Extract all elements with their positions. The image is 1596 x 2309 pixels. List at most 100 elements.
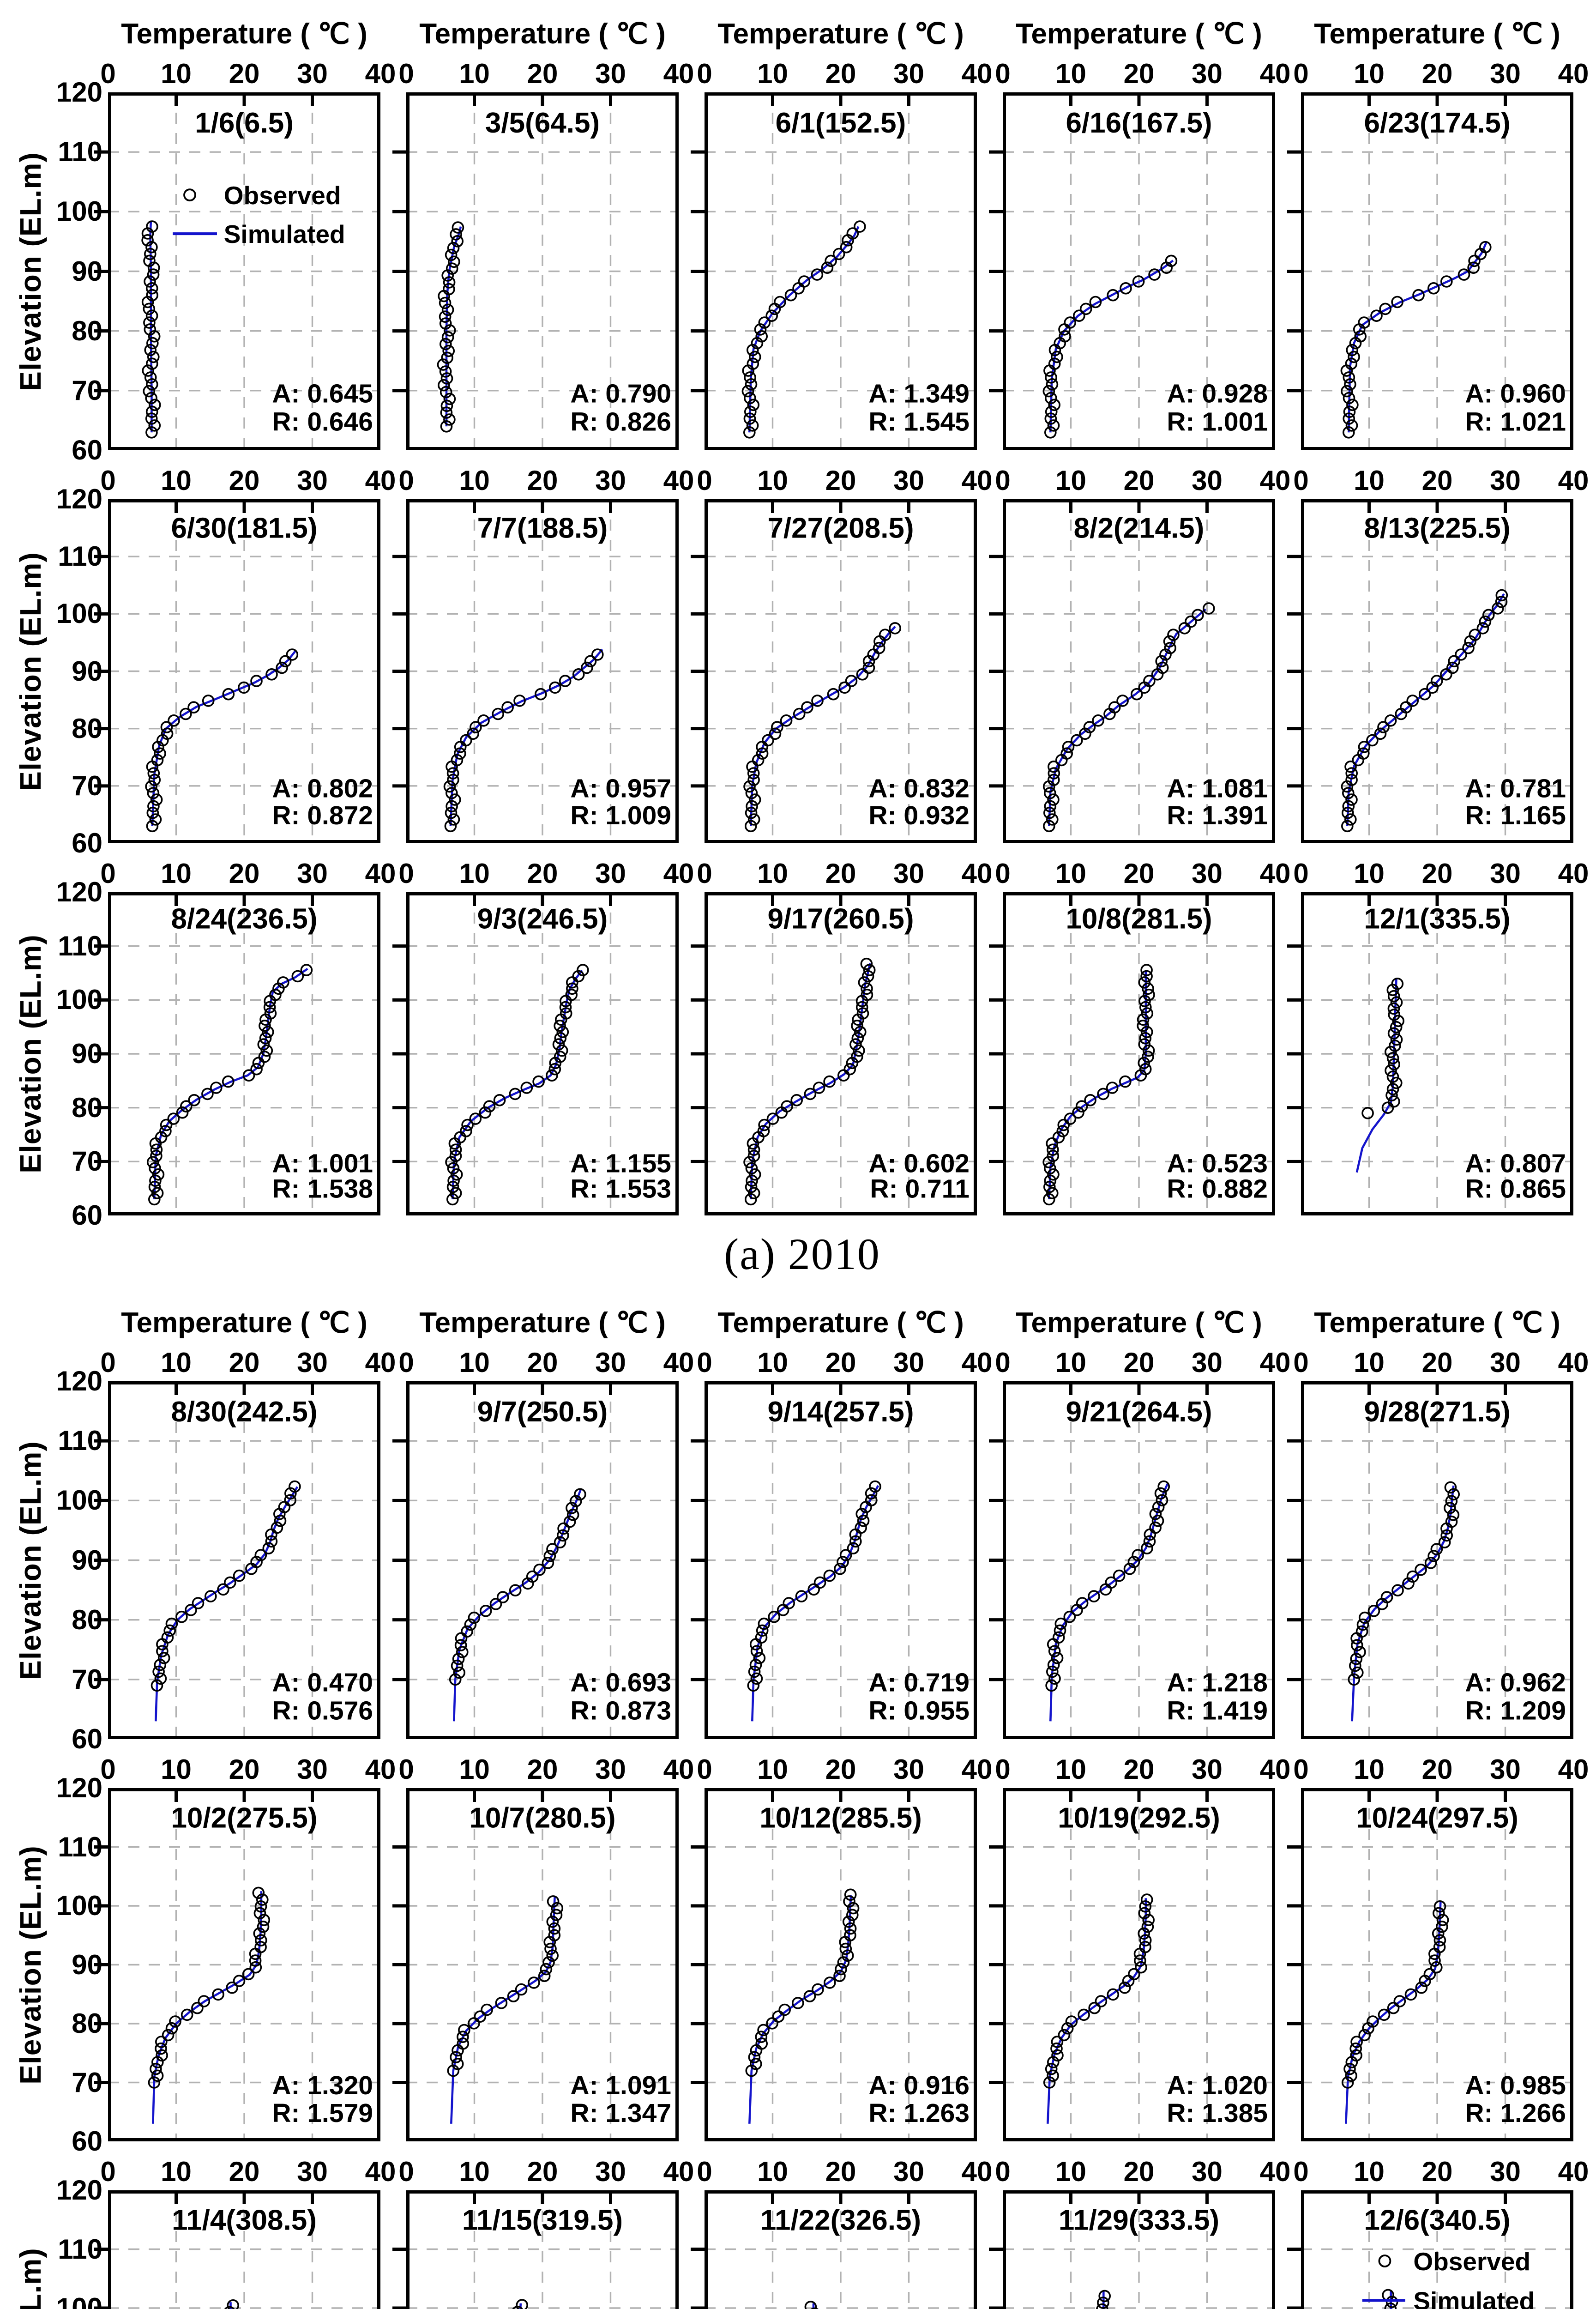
panel-title: 10/8(281.5) — [1066, 903, 1212, 935]
observed-point — [566, 1502, 578, 1514]
observed-point — [783, 1597, 795, 1609]
observed-point — [843, 1895, 855, 1908]
observed-point — [145, 405, 158, 418]
x-axis-ticks: 0 10 20 30 40 — [100, 2153, 396, 2190]
simulated-line — [453, 1489, 582, 1722]
observed-point — [865, 1487, 878, 1500]
observed-point — [1412, 289, 1425, 302]
x-tick-label: 20 — [825, 465, 856, 496]
observed-point — [447, 774, 459, 786]
observed-point — [289, 1480, 301, 1493]
stat-r: R: 1.347 — [570, 2098, 671, 2128]
stat-r: R: 1.165 — [1465, 801, 1566, 830]
observed-point — [1142, 1914, 1155, 1926]
observed-point — [755, 1631, 768, 1644]
stat-a: A: 0.807 — [1465, 1149, 1566, 1179]
x-axis-ticks: 0 10 20 30 40 — [398, 855, 694, 892]
observed-point — [854, 220, 866, 233]
observed-point — [1430, 1543, 1443, 1555]
observed-point — [849, 1038, 862, 1051]
y-tick-label: 120 — [56, 1772, 102, 1803]
observed-point — [1046, 1665, 1059, 1678]
observed-point — [546, 1916, 559, 1928]
observed-point — [862, 661, 875, 674]
x-tick-label: 0 — [100, 1754, 116, 1785]
observed-point — [804, 1088, 817, 1100]
observed-point — [533, 1563, 546, 1576]
observed-point — [851, 1032, 864, 1045]
temperature-profile-panel: 0 10 20 30 40 10/19(292.5) A: 1.020 R: 1.385 — [989, 1751, 1290, 2141]
observed-point — [452, 221, 464, 234]
observed-point — [1156, 1494, 1168, 1507]
observed-point — [839, 1942, 852, 1955]
panel-title: 7/7(188.5) — [477, 512, 608, 544]
observed-point — [1448, 655, 1461, 668]
observed-point — [450, 2051, 462, 2064]
x-tick-label: 20 — [527, 2156, 558, 2187]
observed-point — [254, 1934, 267, 1946]
temperature-profile-panel: 0 10 20 30 40 10/12(285.5) A: 0.916 R: 1.263 — [691, 1751, 992, 2141]
observed-point — [744, 371, 756, 384]
observed-point — [1351, 1639, 1363, 1651]
observed-point — [745, 378, 758, 391]
x-axis-ticks: 0 10 20 30 40 — [100, 1344, 396, 1381]
x-tick-label: 0 — [398, 858, 414, 889]
observed-point — [792, 1997, 804, 2009]
observed-point — [861, 982, 873, 995]
observed-point — [1062, 741, 1075, 753]
observed-point — [1393, 1995, 1406, 2007]
x-axis-ticks: 0 10 20 30 40 — [995, 55, 1290, 92]
observed-point — [237, 681, 250, 694]
observed-point — [1043, 2076, 1056, 2089]
observed-point — [566, 976, 578, 989]
observed-point — [1083, 721, 1096, 733]
observed-point — [155, 2036, 168, 2048]
observed-point — [1390, 996, 1403, 1009]
observed-point — [755, 2037, 768, 2050]
observed-point — [180, 707, 192, 720]
observed-point — [185, 1604, 197, 1616]
observed-point — [748, 1665, 761, 1678]
x-tick-label: 0 — [100, 858, 116, 889]
x-tick-label: 20 — [825, 58, 856, 89]
observed-point — [1048, 774, 1060, 786]
observed-point — [745, 1193, 757, 1206]
simulated-line — [751, 1485, 879, 1722]
observed-point — [1385, 1046, 1397, 1058]
panel-title: 8/24(236.5) — [171, 903, 317, 935]
x-tick-label: 10 — [1354, 1754, 1385, 1785]
observed-point — [1444, 1502, 1456, 1514]
observed-point — [233, 1569, 246, 1582]
y-tick-label: 60 — [72, 1723, 102, 1754]
observed-point — [1343, 2062, 1356, 2075]
x-tick-label: 10 — [1354, 1347, 1385, 1378]
x-tick-label: 30 — [893, 1347, 924, 1378]
observed-point — [1192, 609, 1204, 622]
observed-point — [284, 1487, 297, 1500]
observed-point — [276, 661, 288, 674]
observed-point — [451, 2057, 464, 2070]
observed-point — [774, 296, 786, 308]
x-axis-title: Temperature ( ℃ ) — [1314, 1307, 1560, 1339]
observed-point — [1095, 1995, 1108, 2007]
stat-r: R: 1.385 — [1167, 2098, 1268, 2128]
x-tick-label: 40 — [365, 2156, 396, 2187]
observed-point — [479, 1106, 492, 1119]
temperature-profile-panel: 0 10 20 30 40 9/17(260.5) A: 0.602 R: 0.711 — [691, 855, 992, 1215]
observed-point — [793, 707, 806, 720]
x-axis-ticks: 0 10 20 30 40 — [697, 55, 992, 92]
observed-point — [493, 1094, 506, 1106]
observed-point — [766, 1112, 779, 1125]
observed-point — [1440, 668, 1452, 681]
x-tick-label: 10 — [757, 2156, 788, 2187]
observed-point — [1051, 351, 1063, 363]
observed-point — [150, 2062, 162, 2075]
observed-point — [437, 358, 450, 371]
observed-point — [460, 734, 472, 747]
x-tick-label: 20 — [527, 465, 558, 496]
observed-point — [1043, 820, 1055, 833]
observed-point — [1415, 1981, 1428, 1994]
